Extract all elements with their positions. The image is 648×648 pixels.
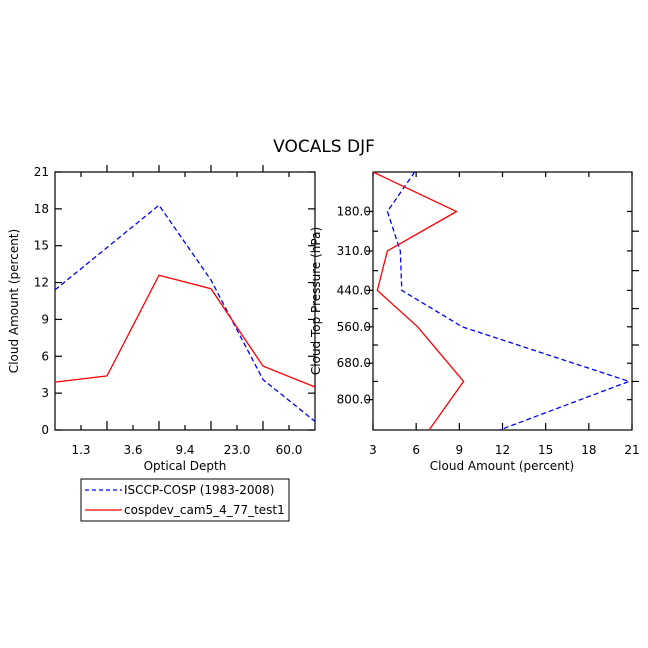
right-y-tick-label: 440.0	[337, 283, 371, 297]
left-series-lines	[54, 204, 316, 422]
left-plot-frame	[54, 171, 316, 431]
right-x-tick-label: 15	[538, 443, 553, 457]
left-x-axis-label: Optical Depth	[144, 459, 227, 473]
right-x-tick-label: 6	[412, 443, 420, 457]
left-y-tick-label: 18	[34, 202, 49, 216]
legend-obs-label: ISCCP-COSP (1983-2008)	[124, 483, 274, 497]
right-series-line-model	[372, 171, 465, 431]
right-y-tick-label: 560.0	[337, 320, 371, 334]
left-x-tick-label: 60.0	[276, 443, 303, 457]
left-y-tick-label: 12	[34, 276, 49, 290]
right-x-tick-label: 3	[369, 443, 377, 457]
legend-model-label: cospdev_cam5_4_77_test1	[124, 503, 285, 517]
left-y-axis-label: Cloud Amount (percent)	[7, 229, 21, 373]
right-y-tick-label: 800.0	[337, 393, 371, 407]
right-x-tick-label: 21	[624, 443, 639, 457]
left-y-tick-label: 3	[41, 386, 49, 400]
right-series-line-obs	[386, 171, 632, 431]
right-y-axis-label: Cloud Top Pressure (hPa)	[309, 227, 323, 375]
figure-title: VOCALS DJF	[273, 137, 375, 157]
left-y-tick-label: 0	[41, 423, 49, 437]
left-x-tick-label: 1.3	[71, 443, 90, 457]
right-x-tick-label: 9	[456, 443, 464, 457]
left-x-tick-label: 9.4	[175, 443, 194, 457]
right-x-tick-label: 18	[581, 443, 596, 457]
left-x-tick-label: 23.0	[224, 443, 251, 457]
optical-depth-panel: 0 3 6 9 12 15 18 21 1.3 3.6 9.4 23.0 60.0 Optical De…	[7, 165, 316, 473]
left-y-tick-label: 21	[34, 165, 49, 179]
left-axis-ticks: 0 3 6 9 12 15 18 21 1.3 3.6 9.4 23.0 60.0	[34, 165, 315, 457]
left-x-tick-label: 3.6	[123, 443, 142, 457]
left-y-tick-label: 15	[34, 239, 49, 253]
cloud-top-pressure-panel: 3 6 9 12 15 18 21 180.0 310.0 440.0 560.0 680.0 800.…	[309, 171, 640, 473]
right-axis-ticks: 3 6 9 12 15 18 21 180.0 310.0 440.0 560.0 680.0 800.…	[337, 172, 640, 457]
right-x-tick-label: 12	[495, 443, 510, 457]
right-y-tick-label: 310.0	[337, 244, 371, 258]
right-y-tick-label: 180.0	[337, 204, 371, 218]
left-series-line-obs	[54, 204, 316, 422]
legend-box	[80, 478, 290, 522]
legend: ISCCP-COSP (1983-2008) cospdev_cam5_4_77…	[80, 478, 290, 522]
left-y-tick-label: 9	[41, 312, 49, 326]
right-series-lines	[372, 171, 632, 431]
right-x-axis-label: Cloud Amount (percent)	[430, 459, 574, 473]
left-series-line-model	[54, 274, 316, 388]
left-y-tick-label: 6	[41, 349, 49, 363]
right-y-tick-label: 680.0	[337, 356, 371, 370]
right-plot-frame	[372, 171, 633, 431]
